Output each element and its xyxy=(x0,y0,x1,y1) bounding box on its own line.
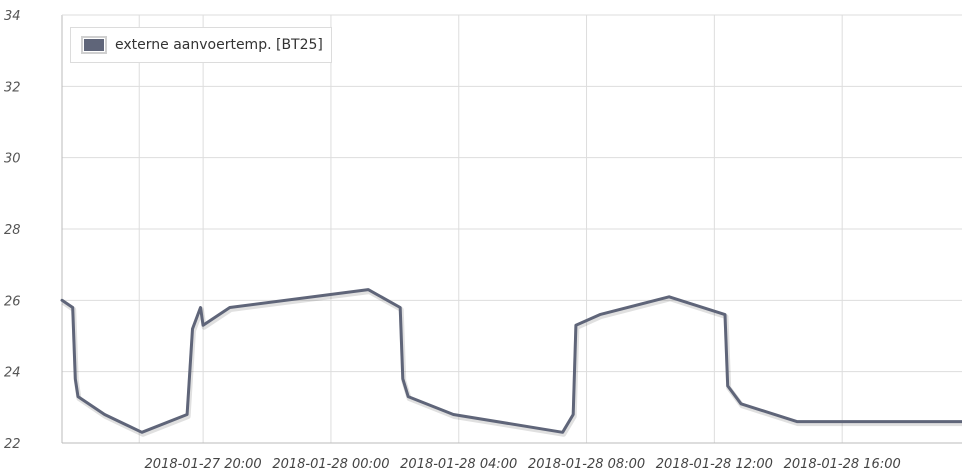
axes xyxy=(61,14,962,444)
y-tick-labels: 22 24 26 28 30 32 34 xyxy=(4,9,21,452)
legend-swatch xyxy=(81,36,107,54)
y-tick-label: 32 xyxy=(4,80,21,95)
x-tick-labels: 2018-01-27 20:00 2018-01-28 00:00 2018-01-… xyxy=(145,457,901,472)
x-tick-label: 2018-01-27 20:00 xyxy=(145,457,262,472)
y-tick-label: 28 xyxy=(4,223,21,238)
x-tick-label: 2018-01-28 00:00 xyxy=(272,457,389,472)
x-tick-label: 2018-01-28 08:00 xyxy=(528,457,645,472)
y-tick-label: 24 xyxy=(4,366,21,381)
x-tick-label: 2018-01-28 04:00 xyxy=(400,457,517,472)
x-tick-label: 2018-01-28 12:00 xyxy=(656,457,773,472)
y-tick-label: 26 xyxy=(4,294,21,309)
series-layer xyxy=(60,288,962,437)
legend-label: externe aanvoertemp. [BT25] xyxy=(115,37,323,53)
legend[interactable]: externe aanvoertemp. [BT25] xyxy=(70,27,332,63)
y-tick-label: 30 xyxy=(4,152,21,167)
series-line-bt25 xyxy=(60,288,962,434)
x-tick-label: 2018-01-28 16:00 xyxy=(784,457,901,472)
y-tick-label: 22 xyxy=(4,437,21,452)
y-tick-label: 34 xyxy=(4,9,21,24)
